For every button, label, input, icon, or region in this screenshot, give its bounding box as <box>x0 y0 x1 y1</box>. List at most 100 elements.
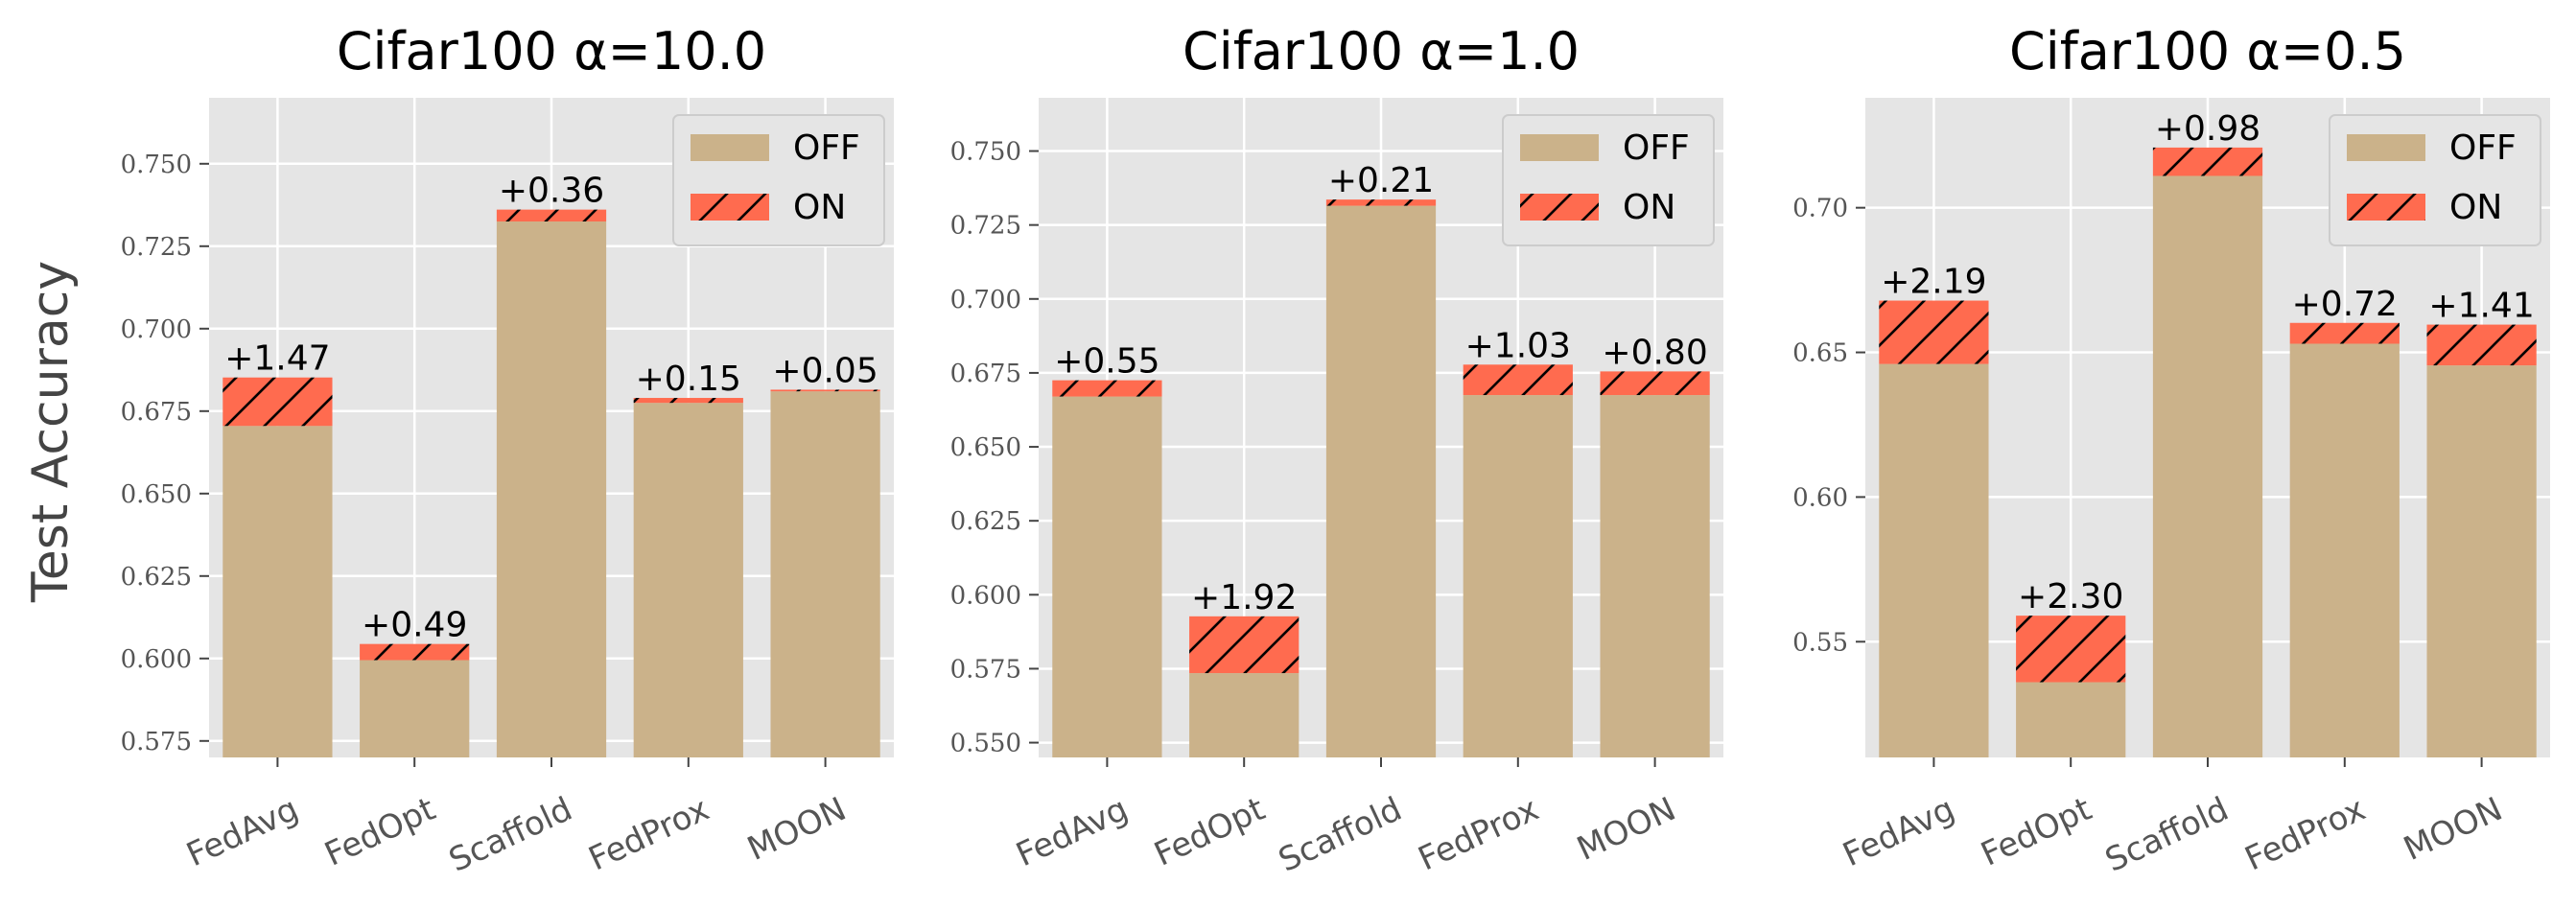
y-tick-label: 0.625 <box>121 563 192 592</box>
bar-off-fedprox <box>1463 395 1573 757</box>
x-tick-label: Scaffold <box>2099 790 2235 880</box>
chart-title: Cifar100 α=10.0 <box>337 21 766 81</box>
chart-panel-2: 0.550 0.575 0.600 0.625 0.650 0.675 0.700 0.725… <box>950 21 1723 880</box>
legend-label-on: ON <box>2449 188 2502 227</box>
data-label: +1.47 <box>224 339 330 379</box>
y-tick-label: 0.625 <box>950 507 1021 536</box>
panels: 0.575 0.600 0.625 0.650 0.675 0.700 0.725 0.750… <box>121 21 2550 880</box>
bar-on-scaffold <box>1325 199 1437 206</box>
bar-off-fedprox <box>2289 343 2400 757</box>
legend-swatch-off <box>1520 134 1599 161</box>
y-tick-label: 0.650 <box>121 480 192 509</box>
bar-on-moon <box>1600 371 1710 396</box>
y-tick-label: 0.70 <box>1792 195 1848 223</box>
data-label: +2.30 <box>2018 577 2123 616</box>
bar-off-moon <box>2426 365 2537 757</box>
bar-on-fedprox <box>1463 364 1573 396</box>
bar-off-fedprox <box>633 403 743 757</box>
legend: OFF ON <box>2329 114 2541 246</box>
data-label: +0.36 <box>499 172 604 211</box>
x-tick-label: FedProx <box>583 790 715 879</box>
bar-off-fedavg <box>1879 363 1989 757</box>
bar-on-fedavg <box>222 377 333 427</box>
x-tick-label: MOON <box>1571 790 1681 869</box>
bar-off-fedopt <box>2016 682 2126 757</box>
x-tick-label: Scaffold <box>1273 790 1408 880</box>
data-label: +0.55 <box>1054 342 1159 382</box>
x-tick-label: MOON <box>2398 790 2508 869</box>
chart-title: Cifar100 α=1.0 <box>1183 21 1580 81</box>
data-label: +1.92 <box>1191 578 1297 617</box>
data-label: +0.72 <box>2292 285 2398 324</box>
y-tick-label: 0.60 <box>1792 483 1848 512</box>
x-tick-label: FedOpt <box>319 790 441 874</box>
legend-label-on: ON <box>793 188 846 227</box>
bar-on-moon <box>2426 324 2537 366</box>
chart-panel-3: 0.55 0.60 0.65 0.70 +2.19 FedAvg +2.30 FedOpt +0… <box>1792 21 2550 880</box>
y-tick-label: 0.575 <box>950 655 1021 684</box>
legend: OFF ON <box>672 114 885 246</box>
legend-label-on: ON <box>1623 188 1675 227</box>
x-tick-label: Scaffold <box>443 790 578 880</box>
y-tick-label: 0.725 <box>121 233 192 262</box>
y-tick-label: 0.575 <box>121 728 192 756</box>
y-tick-label: 0.750 <box>121 151 192 179</box>
bar-on-fedopt <box>1189 616 1300 674</box>
x-tick-label: MOON <box>741 790 852 869</box>
data-label: +1.41 <box>2428 287 2534 326</box>
y-tick-label: 0.600 <box>121 645 192 674</box>
y-tick-label: 0.600 <box>950 581 1021 610</box>
legend-label-off: OFF <box>1623 128 1690 168</box>
bar-on-fedprox <box>2289 322 2400 344</box>
bar-off-moon <box>1600 395 1710 757</box>
data-label: +0.49 <box>362 606 467 645</box>
y-axis-label: Test Accuracy <box>22 261 80 603</box>
x-tick-label: FedAvg <box>1838 790 1961 874</box>
data-label: +0.15 <box>636 360 741 399</box>
data-label: +0.21 <box>1328 161 1434 200</box>
legend-label-off: OFF <box>793 128 860 168</box>
legend-swatch-off <box>2347 134 2425 161</box>
y-tick-label: 0.650 <box>950 433 1021 462</box>
data-label: +0.05 <box>772 351 878 390</box>
x-tick-label: FedAvg <box>181 790 305 874</box>
y-tick-label: 0.675 <box>121 398 192 427</box>
legend-swatch-on <box>691 194 769 221</box>
x-tick-label: FedProx <box>2239 790 2372 879</box>
legend: OFF ON <box>1502 114 1715 246</box>
legend-swatch-on <box>1520 194 1599 221</box>
y-tick-label: 0.700 <box>950 286 1021 314</box>
bar-off-fedopt <box>360 660 470 757</box>
y-tick-label: 0.750 <box>950 138 1021 167</box>
legend-swatch-on <box>2347 194 2425 221</box>
bar-on-fedopt <box>360 643 470 661</box>
bar-on-fedprox <box>633 398 743 404</box>
legend-label-off: OFF <box>2449 128 2517 168</box>
y-tick-label: 0.700 <box>121 315 192 344</box>
x-tick-label: FedAvg <box>1011 790 1135 874</box>
x-tick-label: FedProx <box>1413 790 1545 879</box>
bar-on-fedavg <box>1879 300 1989 364</box>
data-label: +0.80 <box>1602 333 1707 372</box>
bar-on-scaffold <box>2152 147 2263 176</box>
x-tick-label: FedOpt <box>1149 790 1271 874</box>
bar-off-scaffold <box>496 221 607 757</box>
data-label: +2.19 <box>1881 263 1986 302</box>
bar-on-fedavg <box>1052 380 1162 397</box>
bar-on-moon <box>770 389 880 392</box>
bar-off-scaffold <box>2152 175 2263 757</box>
chart-title: Cifar100 α=0.5 <box>2009 21 2406 81</box>
legend-swatch-off <box>691 134 769 161</box>
y-tick-label: 0.65 <box>1792 339 1848 368</box>
chart-panel-1: 0.575 0.600 0.625 0.650 0.675 0.700 0.725 0.750… <box>121 21 894 880</box>
bar-off-fedopt <box>1189 673 1300 757</box>
bar-off-fedavg <box>1052 396 1162 757</box>
bar-off-fedavg <box>222 426 333 757</box>
bar-on-fedopt <box>2016 616 2126 683</box>
bar-off-scaffold <box>1325 205 1437 757</box>
x-tick-label: FedOpt <box>1976 790 2097 874</box>
bar-off-moon <box>770 391 880 757</box>
y-tick-label: 0.675 <box>950 360 1021 388</box>
y-tick-label: 0.550 <box>950 730 1021 758</box>
